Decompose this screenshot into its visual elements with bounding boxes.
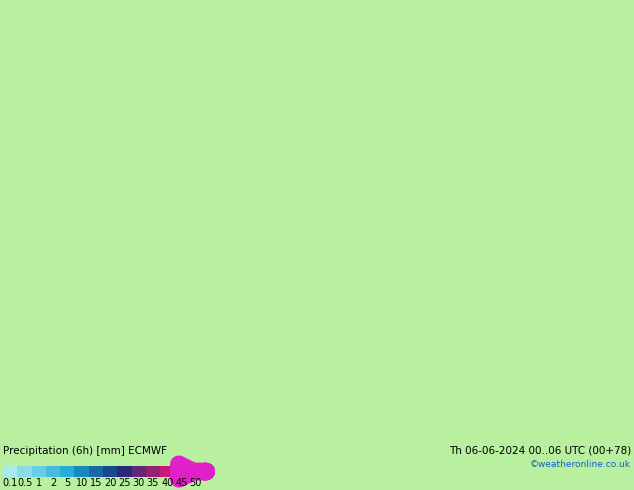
- Text: Th 06-06-2024 00..06 UTC (00+78): Th 06-06-2024 00..06 UTC (00+78): [449, 446, 631, 456]
- Bar: [89, 466, 103, 477]
- Bar: [75, 466, 89, 477]
- Bar: [46, 466, 60, 477]
- Bar: [103, 466, 117, 477]
- Text: 50: 50: [190, 478, 202, 489]
- Text: 2: 2: [50, 478, 56, 489]
- Bar: [117, 466, 132, 477]
- Bar: [146, 466, 160, 477]
- Text: 0.5: 0.5: [17, 478, 32, 489]
- Text: 5: 5: [64, 478, 70, 489]
- Bar: [60, 466, 75, 477]
- Text: 20: 20: [104, 478, 117, 489]
- Bar: [3, 466, 18, 477]
- Text: 35: 35: [146, 478, 159, 489]
- Text: 40: 40: [161, 478, 173, 489]
- Text: 10: 10: [75, 478, 87, 489]
- Text: 45: 45: [175, 478, 188, 489]
- Text: 15: 15: [89, 478, 102, 489]
- Bar: [174, 466, 189, 477]
- Bar: [189, 466, 203, 477]
- Text: ©weatheronline.co.uk: ©weatheronline.co.uk: [530, 460, 631, 469]
- Bar: [18, 466, 32, 477]
- Text: 25: 25: [118, 478, 131, 489]
- Bar: [160, 466, 174, 477]
- Text: Precipitation (6h) [mm] ECMWF: Precipitation (6h) [mm] ECMWF: [3, 446, 167, 456]
- Bar: [32, 466, 46, 477]
- Text: 0.1: 0.1: [3, 478, 18, 489]
- Text: 30: 30: [133, 478, 145, 489]
- Text: 1: 1: [36, 478, 42, 489]
- Bar: [131, 466, 146, 477]
